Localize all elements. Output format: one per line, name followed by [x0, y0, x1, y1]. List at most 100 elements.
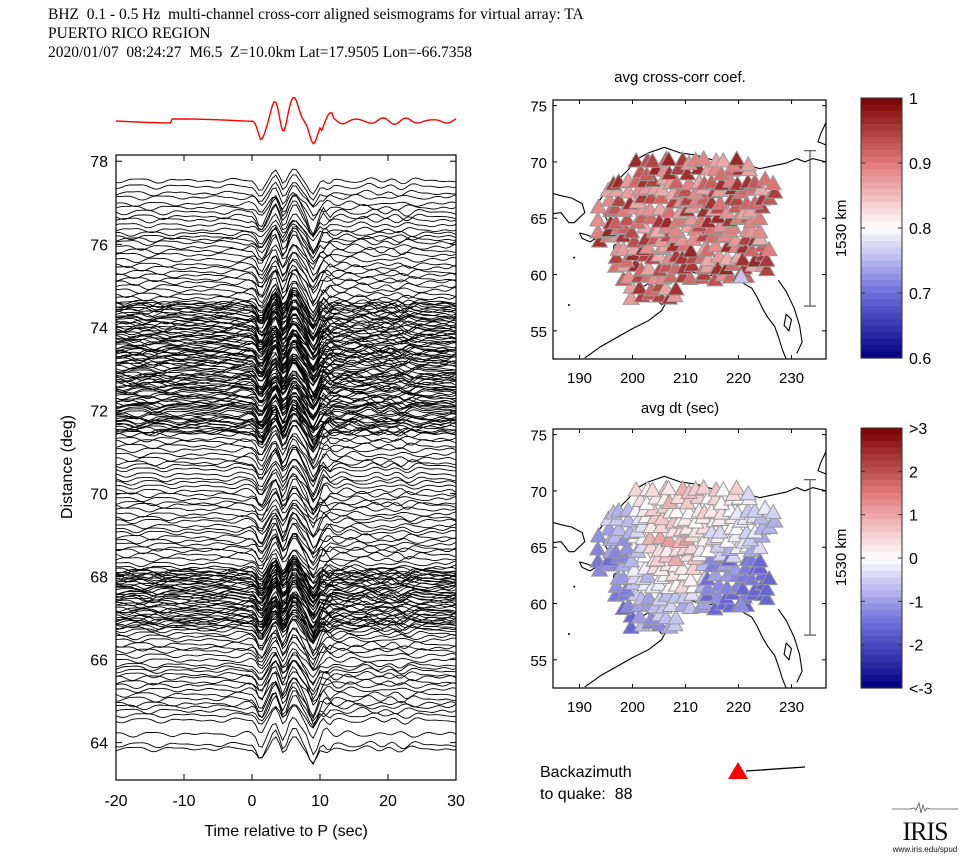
- seismogram-x-ticks: -20 -10 0 10 20 30: [104, 155, 465, 810]
- colorbar-swatch: [861, 649, 902, 657]
- station-triangle: [652, 188, 671, 204]
- coastline-segment: [579, 232, 597, 243]
- colorbar-swatch: [861, 636, 902, 644]
- x-tick-label: 0: [248, 793, 257, 810]
- seismogram-trace: [115, 432, 457, 462]
- seismogram-trace: [115, 581, 457, 617]
- seismogram-trace: [115, 641, 457, 671]
- seismogram-logo-icon: [892, 801, 958, 814]
- colorbar-swatch: [861, 195, 902, 203]
- colorbar-swatch: [861, 137, 902, 145]
- station-triangle: [711, 523, 729, 539]
- coastline-segment: [584, 619, 673, 688]
- station-triangle: [673, 230, 692, 246]
- colorbar-tick-label: 1: [909, 508, 918, 525]
- station-triangle: [622, 551, 641, 568]
- cross-corr-map-stations: [588, 150, 784, 305]
- colorbar-swatch: [861, 254, 902, 262]
- seismogram-trace: [115, 458, 457, 483]
- seismogram-trace: [115, 472, 457, 516]
- seismogram-trace: [115, 340, 457, 361]
- cross-corr-map-scale-bar: 1530 km: [804, 150, 850, 307]
- station-triangle: [673, 559, 692, 575]
- x-tick-label: 10: [311, 793, 329, 810]
- station-triangle: [765, 512, 784, 528]
- colorbar-swatch: [861, 273, 902, 281]
- seismogram-trace: [115, 219, 457, 242]
- seismogram-trace: [115, 670, 457, 696]
- seismogram-trace: [115, 251, 457, 283]
- cross-corr-map-ticks: 190 200 210 220 230 55 60 65 70 75: [530, 99, 826, 387]
- station-triangle: [659, 479, 678, 496]
- station-triangle: [618, 539, 636, 555]
- seismogram-trace: [115, 346, 457, 381]
- colorbar-swatch: [861, 351, 902, 359]
- colorbar-swatch: [861, 473, 902, 481]
- colorbar-swatch: [861, 221, 902, 229]
- seismogram-trace: [115, 611, 457, 645]
- seismogram-trace: [115, 294, 457, 328]
- map-y-tick-label: 70: [530, 155, 547, 172]
- seismogram-trace: [115, 329, 457, 355]
- seismogram-trace: [115, 682, 457, 720]
- map-x-tick-label: 200: [620, 370, 645, 387]
- seismogram-trace: [115, 502, 457, 524]
- seismogram-trace: [115, 628, 457, 652]
- map-y-tick-label: 65: [530, 540, 547, 557]
- dt-colorbar: >3 2 1 0 -1 -2 <-3: [860, 421, 933, 698]
- seismogram-trace: [115, 609, 456, 637]
- station-triangle: [627, 151, 645, 168]
- station-triangle: [666, 550, 685, 567]
- seismogram-trace: [115, 287, 457, 329]
- colorbar-swatch: [861, 629, 902, 637]
- seismogram-trace: [115, 486, 457, 511]
- colorbar-swatch: [861, 338, 902, 346]
- iris-logo-url: www.iris.edu/spud: [892, 845, 958, 854]
- seismogram-trace: [116, 533, 457, 567]
- colorbar-swatch: [861, 234, 902, 242]
- station-triangle: [702, 173, 721, 189]
- seismogram-x-label: Time relative to P (sec): [204, 823, 368, 840]
- seismogram-trace: [115, 353, 457, 378]
- colorbar-swatch: [861, 512, 902, 520]
- station-triangle: [714, 480, 733, 497]
- seismogram-trace: [115, 339, 457, 370]
- seismogram-y-label: Distance (deg): [59, 415, 76, 519]
- station-triangle: [733, 250, 752, 267]
- colorbar-swatch: [861, 571, 902, 579]
- seismogram-trace: [115, 728, 457, 766]
- colorbar-swatch: [861, 532, 902, 540]
- seismogram-trace: [115, 548, 457, 571]
- seismogram-panel: -20 -10 0 10 20 30 64 66 68 70 72 74 76 78 Time rela…: [59, 96, 465, 840]
- y-tick-label: 72: [90, 403, 108, 420]
- station-triangle: [639, 259, 658, 276]
- station-triangle: [727, 479, 746, 495]
- seismogram-trace: [115, 627, 457, 666]
- seismogram-trace: [115, 204, 457, 237]
- station-triangle: [764, 174, 782, 191]
- seismogram-trace: [115, 435, 457, 469]
- station-triangle: [702, 502, 721, 518]
- seismogram-trace: [115, 213, 457, 237]
- seismogram-trace: [115, 618, 457, 655]
- seismogram-trace: [115, 605, 457, 633]
- seismogram-trace: [116, 532, 457, 555]
- seismogram-trace: [115, 659, 457, 701]
- backazimuth-value: 88: [614, 786, 633, 803]
- seismogram-trace: [115, 665, 457, 706]
- station-triangle: [643, 152, 662, 168]
- seismogram-trace: [115, 191, 457, 217]
- seismogram-trace: [115, 340, 457, 378]
- station-triangle: [757, 589, 776, 606]
- station-triangle: [610, 520, 628, 536]
- seismogram-trace: [115, 511, 457, 550]
- seismogram-trace: [115, 694, 457, 728]
- station-triangle: [660, 202, 678, 219]
- seismogram-trace: [115, 403, 457, 441]
- scale-bar-label: 1530 km: [833, 200, 850, 258]
- seismogram-trace: [115, 581, 457, 615]
- colorbar-swatch: [861, 668, 902, 676]
- seismogram-trace: [115, 498, 457, 521]
- station-triangle: [732, 596, 751, 613]
